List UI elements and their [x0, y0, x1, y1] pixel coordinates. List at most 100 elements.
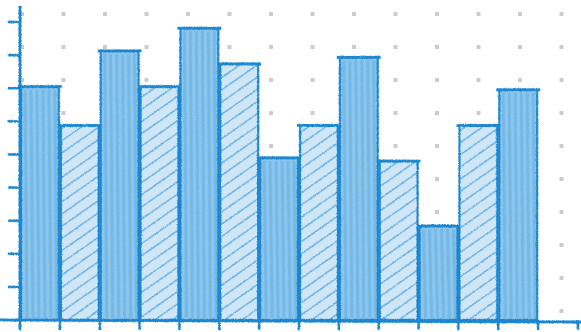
bar-texture [212, 31, 218, 319]
grid-dot [559, 276, 564, 280]
grid-dot [144, 12, 149, 16]
bar [97, 49, 142, 322]
grid-dot [476, 45, 481, 49]
bar-texture [200, 31, 206, 319]
bar-texture [348, 60, 354, 319]
bar-texture [53, 89, 59, 319]
grid-dot [518, 45, 522, 49]
bar [257, 156, 302, 322]
bar-fill [139, 85, 180, 322]
grid-dot [186, 12, 190, 16]
grid-dot [559, 177, 564, 181]
bar-texture [451, 228, 457, 319]
grid-dot [518, 12, 522, 16]
grid-dot [310, 78, 315, 82]
grid-dot [144, 45, 149, 49]
grid-dot [269, 111, 273, 115]
bar-texture [127, 53, 133, 319]
bar-texture [428, 228, 434, 319]
grid-dot [559, 12, 564, 16]
bar-texture [47, 89, 53, 319]
grid-dot [393, 45, 398, 49]
bar [137, 85, 182, 322]
grid-dot [476, 12, 481, 16]
grid-dot [435, 210, 439, 214]
bar [376, 159, 421, 322]
grid-dot [518, 78, 522, 82]
bar-texture [372, 60, 378, 319]
bar-texture [501, 92, 507, 319]
grid-dot [103, 45, 107, 49]
grid-dot [20, 12, 24, 16]
bar-texture [445, 228, 451, 319]
x-axis [0, 318, 581, 324]
grid-dot [61, 45, 66, 49]
bar-texture [268, 160, 274, 319]
bar-texture [35, 89, 41, 319]
grid-dot [352, 45, 356, 49]
bar-texture [292, 160, 298, 319]
grid-dot [61, 78, 66, 82]
bar-fill [59, 124, 100, 322]
bar-texture [194, 31, 200, 319]
bar-texture [434, 228, 440, 319]
bar-texture [354, 60, 360, 319]
bar-texture [439, 228, 445, 319]
grid-dot [559, 111, 564, 115]
grid-dot [435, 78, 439, 82]
grid-dot [393, 144, 398, 148]
grid-dot [103, 12, 107, 16]
grid-dot [310, 45, 315, 49]
bar [456, 123, 501, 322]
bar-texture [360, 60, 366, 319]
grid-dot [393, 111, 398, 115]
grid-dot [559, 210, 564, 214]
bar [336, 55, 381, 322]
grid-dot [559, 45, 564, 49]
bar-texture [519, 92, 525, 319]
bar [57, 123, 102, 322]
bar-fill [458, 124, 499, 322]
bar-texture [507, 92, 513, 319]
grid-dot [476, 78, 481, 82]
grid-dot [20, 45, 24, 49]
bar [17, 85, 62, 322]
bar-texture [262, 160, 268, 319]
bar-texture [23, 89, 29, 319]
bar-texture [115, 53, 121, 319]
bar [296, 123, 341, 322]
grid-dot [61, 12, 66, 16]
grid-dot [476, 111, 481, 115]
grid-dot [435, 12, 439, 16]
bar [217, 62, 262, 322]
grid-dot [393, 12, 398, 16]
grid-dot [559, 309, 564, 313]
bar-texture [422, 228, 428, 319]
bar-texture [525, 92, 531, 319]
bar-texture [133, 53, 139, 319]
bar-texture [531, 92, 537, 319]
grid-dot [310, 111, 315, 115]
grid-dot [269, 12, 273, 16]
bar-texture [188, 31, 194, 319]
bar-texture [41, 89, 47, 319]
bar-fill [298, 124, 339, 322]
bar [177, 26, 222, 322]
grid-dot [435, 111, 439, 115]
grid-dot [393, 78, 398, 82]
grid-dot [559, 78, 564, 82]
grid-dot [435, 45, 439, 49]
bar-texture [274, 160, 280, 319]
bar-texture [121, 53, 127, 319]
grid-dot [559, 144, 564, 148]
grid-dot [227, 12, 232, 16]
grid-dot [144, 78, 149, 82]
grid-dot [352, 12, 356, 16]
grid-dot [559, 243, 564, 247]
grid-dot [435, 144, 439, 148]
bar [496, 88, 541, 322]
bar-texture [182, 31, 188, 319]
grid-dot [269, 45, 273, 49]
